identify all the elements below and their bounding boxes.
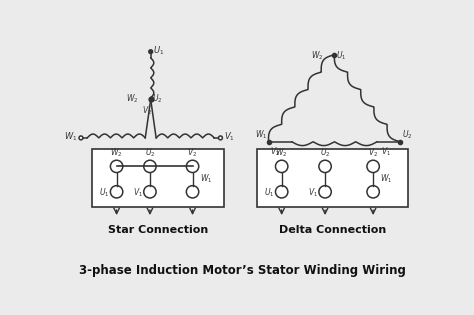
Text: $V_2$: $V_2$ bbox=[270, 146, 280, 158]
Text: $V_1$: $V_1$ bbox=[308, 186, 318, 199]
Circle shape bbox=[110, 186, 123, 198]
Circle shape bbox=[110, 160, 123, 173]
Circle shape bbox=[319, 186, 331, 198]
Text: $W_1$: $W_1$ bbox=[380, 172, 392, 185]
Text: $V_1$: $V_1$ bbox=[224, 131, 235, 143]
Text: $W_1$: $W_1$ bbox=[255, 129, 267, 141]
Text: Delta Connection: Delta Connection bbox=[279, 225, 386, 235]
Circle shape bbox=[186, 160, 199, 173]
Text: 3-phase Induction Motor’s Stator Winding Wiring: 3-phase Induction Motor’s Stator Winding… bbox=[80, 264, 406, 277]
Circle shape bbox=[144, 160, 156, 173]
Circle shape bbox=[367, 186, 379, 198]
Circle shape bbox=[186, 186, 199, 198]
Circle shape bbox=[144, 186, 156, 198]
Circle shape bbox=[275, 160, 288, 173]
Text: $V_2$: $V_2$ bbox=[142, 105, 152, 117]
Text: $V_1$: $V_1$ bbox=[133, 186, 143, 199]
Text: Star Connection: Star Connection bbox=[108, 225, 208, 235]
Text: $W_2$: $W_2$ bbox=[126, 92, 138, 105]
Text: $U_2$: $U_2$ bbox=[402, 129, 412, 141]
Text: $W_2$: $W_2$ bbox=[311, 49, 324, 62]
Text: $V_2$: $V_2$ bbox=[368, 147, 378, 159]
Text: $U_1$: $U_1$ bbox=[264, 186, 275, 199]
Text: $W_1$: $W_1$ bbox=[200, 172, 212, 185]
Circle shape bbox=[275, 186, 288, 198]
Text: $V_2$: $V_2$ bbox=[188, 147, 198, 159]
Circle shape bbox=[319, 160, 331, 173]
Text: $W_1$: $W_1$ bbox=[64, 131, 78, 143]
Text: $W_2$: $W_2$ bbox=[275, 147, 288, 159]
Text: $U_2$: $U_2$ bbox=[145, 147, 155, 159]
Text: $V_1$: $V_1$ bbox=[381, 146, 391, 158]
Text: $U_2$: $U_2$ bbox=[320, 147, 330, 159]
Text: $U_1$: $U_1$ bbox=[153, 45, 164, 57]
Circle shape bbox=[79, 136, 83, 140]
Text: $W_2$: $W_2$ bbox=[110, 147, 123, 159]
Text: $U_1$: $U_1$ bbox=[336, 49, 346, 62]
Text: $U_2$: $U_2$ bbox=[152, 92, 163, 105]
Circle shape bbox=[149, 50, 153, 54]
Circle shape bbox=[367, 160, 379, 173]
Circle shape bbox=[219, 136, 222, 140]
Bar bbox=[257, 149, 408, 207]
Text: $U_1$: $U_1$ bbox=[99, 186, 109, 199]
Bar bbox=[92, 149, 224, 207]
